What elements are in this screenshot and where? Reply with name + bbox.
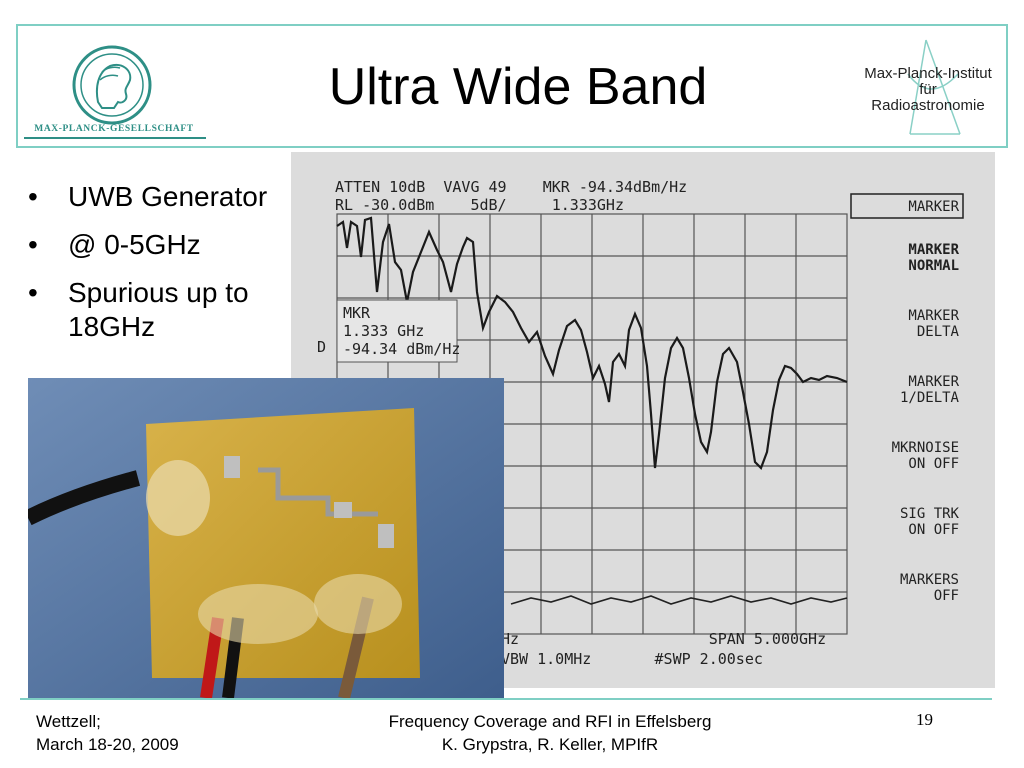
bullet-item: • @ 0-5GHz: [22, 228, 322, 262]
slide-header: MAX-PLANCK-GESELLSCHAFT Ultra Wide Band …: [16, 24, 1008, 148]
footer-authors: K. Grypstra, R. Keller, MPIfR: [441, 735, 659, 754]
analyzer-bottom-line-1: Hz SPAN 5.000GHz: [501, 630, 826, 648]
glue-blob: [314, 574, 402, 634]
bullet-list: • UWB Generator • @ 0-5GHz • Spurious up to…: [22, 180, 322, 358]
bullet-dot-icon: •: [28, 229, 38, 260]
glue-blob: [198, 584, 318, 644]
marker-box-level: -94.34 dBm/Hz: [343, 340, 460, 358]
analyzer-top-line-2: RL -30.0dBm 5dB/ 1.333GHz: [335, 196, 624, 214]
marker-box-label: MKR: [343, 304, 371, 322]
footer-talk-title: Frequency Coverage and RFI in Effelsberg: [388, 712, 712, 731]
mpifr-line-2: für: [919, 81, 937, 98]
softkey-5-line-1: MKRNOISE: [892, 440, 959, 456]
spectrum-trace: [336, 216, 848, 470]
bullet-text: @ 0-5GHz: [68, 229, 201, 260]
bullet-item: • UWB Generator: [22, 180, 322, 214]
bullet-item: • Spurious up to 18GHz: [22, 276, 322, 344]
footer-date: March 18-20, 2009: [36, 735, 179, 754]
mpifr-logo-text: Max-Planck-Institut für Radioastronomie: [848, 66, 1008, 114]
softkey-1-line-1: MARKER: [908, 199, 959, 215]
glue-blob: [146, 460, 210, 536]
bullet-dot-icon: •: [28, 277, 38, 308]
radio-telescope-icon: [907, 39, 961, 135]
max-planck-minerva-logo: [72, 45, 152, 125]
mpifr-line-3: Radioastronomie: [871, 97, 985, 114]
bullet-text: UWB Generator: [68, 181, 268, 212]
softkey-6-line-1: SIG TRK: [900, 506, 960, 522]
bullet-text: Spurious up to 18GHz: [68, 277, 249, 342]
smd-component: [378, 524, 394, 548]
footer-location: Wettzell;: [36, 712, 101, 731]
footer-center: Frequency Coverage and RFI in Effelsberg…: [340, 710, 760, 756]
marker-readout-box: [336, 299, 458, 363]
softkey-3-line-1: MARKER: [908, 308, 959, 324]
softkey-5-line-2: ON OFF: [908, 456, 959, 472]
smd-component: [224, 456, 240, 478]
softkey-4-line-1: MARKER: [908, 374, 959, 390]
softkey-2-line-1: MARKER: [908, 242, 959, 258]
footer-rule: [20, 698, 992, 700]
bullet-dot-icon: •: [28, 181, 38, 212]
softkey-3-line-2: DELTA: [917, 324, 960, 340]
smd-component: [334, 502, 352, 518]
uwb-generator-board-photo: [28, 378, 504, 698]
softkey-marker-box: [850, 193, 964, 219]
mpg-logo-rule: [24, 137, 206, 139]
softkey-6-line-2: ON OFF: [908, 522, 959, 538]
analyzer-bottom-line-2: VBW 1.0MHz #SWP 2.00sec: [501, 650, 763, 668]
softkey-7-line-1: MARKERS: [900, 572, 959, 588]
coax-cable-left: [28, 470, 141, 526]
slide-title: Ultra Wide Band: [328, 58, 708, 116]
spectrum-screen: MKR 1.333 GHz -94.34 dBm/Hz D ATTEN 10dB…: [317, 178, 964, 668]
marker-box-frequency: 1.333 GHz: [343, 322, 424, 340]
page-number: 19: [916, 710, 933, 729]
noise-floor-trace: [510, 595, 848, 605]
softkey-2-line-2: NORMAL: [908, 258, 959, 274]
softkey-7-line-2: OFF: [934, 588, 959, 604]
mpifr-line-1: Max-Planck-Institut: [864, 65, 992, 82]
footer-left: Wettzell; March 18-20, 2009: [36, 710, 179, 756]
marker-d-label: D: [317, 338, 326, 356]
mpg-logo-text: MAX-PLANCK-GESELLSCHAFT: [34, 124, 194, 134]
board-illustration: [28, 378, 504, 698]
mpifr-logo: Max-Planck-Institut für Radioastronomie: [848, 34, 1008, 144]
softkey-4-line-2: 1/DELTA: [900, 390, 960, 406]
analyzer-top-line-1: ATTEN 10dB VAVG 49 MKR -94.34dBm/Hz: [335, 178, 687, 196]
